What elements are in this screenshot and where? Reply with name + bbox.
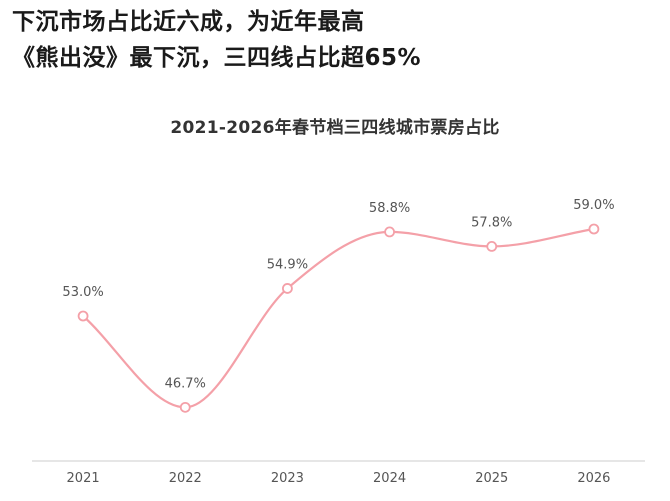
series-line — [82, 227, 595, 409]
data-point — [486, 240, 498, 252]
x-tick-label: 2023 — [271, 471, 304, 486]
data-label: 54.9% — [267, 257, 308, 272]
data-point — [77, 310, 89, 322]
data-label: 46.7% — [165, 376, 206, 391]
headline-line-1: 下沉市场占比近六成，为近年最高 — [12, 9, 365, 35]
data-label: 59.0% — [573, 198, 614, 213]
data-point — [179, 401, 191, 413]
x-tick-label: 2021 — [67, 471, 100, 486]
x-tick-label: 2025 — [475, 471, 508, 486]
x-tick-label: 2022 — [169, 471, 202, 486]
headline: 下沉市场占比近六成，为近年最高 《熊出没》最下沉，三四线占比超65% — [12, 4, 662, 76]
headline-line-2: 《熊出没》最下沉，三四线占比超65% — [12, 45, 422, 71]
x-tick-label: 2024 — [373, 471, 406, 486]
data-labels: 53.0% 46.7% 54.9% 58.8% 57.8% 59.0% — [62, 198, 614, 391]
data-point — [588, 223, 600, 235]
data-point — [384, 226, 395, 238]
data-markers — [77, 223, 600, 413]
data-label: 58.8% — [369, 201, 410, 216]
x-tick-label: 2026 — [577, 471, 610, 486]
data-label: 53.0% — [62, 285, 103, 300]
x-ticks: 2021 2022 2023 2024 2025 2026 — [67, 471, 611, 486]
data-point — [282, 283, 293, 294]
chart-title: 2021-2026年春节档三四线城市票房占比 — [170, 118, 500, 138]
data-label: 57.8% — [471, 215, 512, 230]
